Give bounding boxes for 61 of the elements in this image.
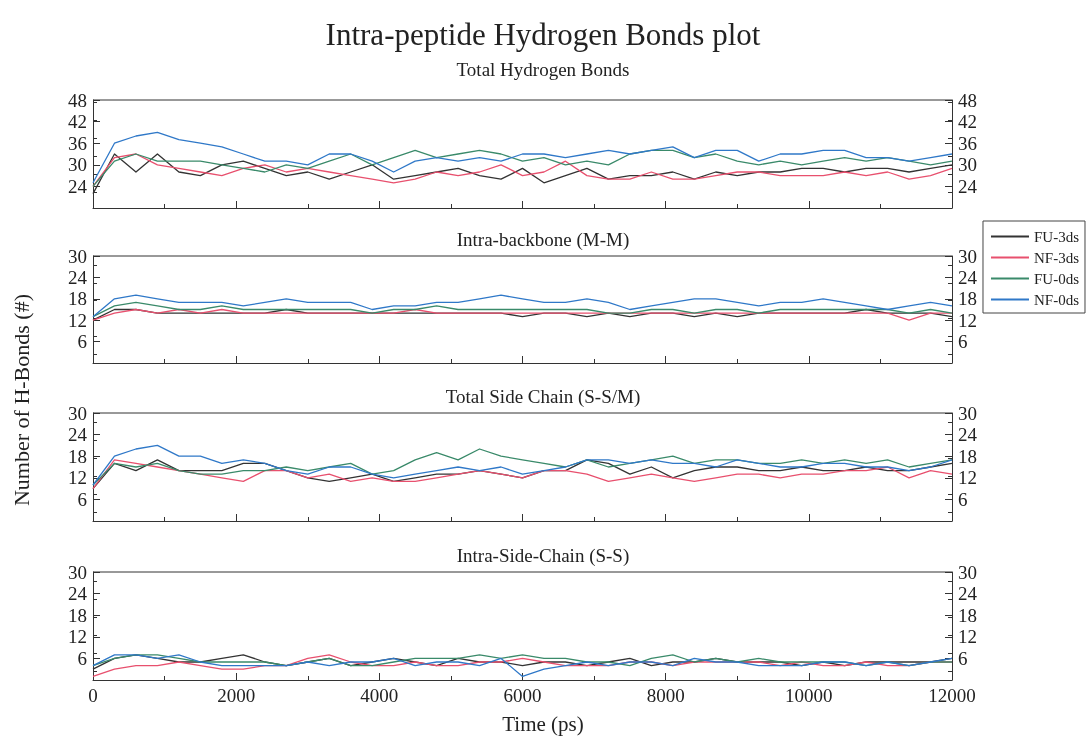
- y2-tick-label: 30: [958, 154, 977, 176]
- y-tick-label: 6: [77, 331, 87, 353]
- y-tick-label: 42: [68, 111, 87, 133]
- y-tick-label: 6: [77, 488, 87, 510]
- y2-tick-label: 6: [958, 331, 968, 353]
- x-tick-label: 2000: [217, 685, 256, 706]
- y2-tick-label: 12: [958, 626, 977, 648]
- y-tick-label: 30: [68, 245, 87, 267]
- y-tick-label: 12: [68, 309, 87, 331]
- y-tick-label: 36: [68, 132, 87, 154]
- y-tick-label: 24: [68, 266, 88, 288]
- y-tick-label: 12: [68, 626, 87, 648]
- x-tick-label: 0: [88, 685, 98, 706]
- y2-tick-label: 42: [958, 111, 977, 133]
- y-tick-label: 24: [68, 583, 88, 605]
- line-series: [92, 131, 953, 184]
- x-tick-label: 4000: [360, 685, 399, 706]
- y-tick-label: 18: [68, 604, 87, 626]
- y2-tick-label: 30: [958, 402, 977, 424]
- legend-label: FU-0ds: [1033, 270, 1080, 287]
- x-axis-title: Time (ps): [502, 711, 584, 736]
- y-tick-label: 18: [68, 445, 87, 467]
- chart-title: Total Side Chain (S-S/M): [445, 386, 641, 408]
- line-series: [92, 301, 953, 318]
- x-tick-label: 6000: [503, 685, 542, 706]
- y2-tick-label: 36: [958, 132, 977, 154]
- y2-tick-label: 18: [958, 604, 977, 626]
- chart-title: Intra-backbone (M-M): [456, 229, 630, 251]
- y-tick-label: 30: [68, 561, 87, 583]
- y2-tick-label: 12: [958, 467, 977, 489]
- x-tick-label: 12000: [928, 685, 976, 706]
- y2-tick-label: 6: [958, 647, 968, 669]
- y2-tick-label: 24: [958, 266, 978, 288]
- chart-title: Intra-Side-Chain (S-S): [456, 545, 630, 567]
- chart-title: Intra-peptide Hydrogen Bonds plot: [325, 17, 761, 52]
- y-tick-label: 12: [68, 467, 87, 489]
- y-tick-label: 24: [68, 424, 88, 446]
- y2-tick-label: 30: [958, 561, 977, 583]
- line-series: [92, 294, 953, 318]
- y-tick-label: 6: [77, 647, 87, 669]
- y-tick-label: 18: [68, 288, 87, 310]
- y-tick-label: 24: [68, 175, 88, 197]
- y2-tick-label: 24: [958, 175, 978, 197]
- y2-tick-label: 24: [958, 424, 978, 446]
- y-tick-label: 30: [68, 154, 87, 176]
- legend-label: NF-3ds: [1033, 249, 1080, 266]
- y2-tick-label: 6: [958, 488, 968, 510]
- legend-label: FU-3ds: [1033, 228, 1080, 245]
- y-tick-label: 48: [68, 89, 87, 111]
- x-tick-label: 10000: [785, 685, 833, 706]
- y2-tick-label: 30: [958, 245, 977, 267]
- y-tick-label: 30: [68, 402, 87, 424]
- chart-subtitle: Total Hydrogen Bonds: [456, 59, 630, 80]
- x-tick-label: 8000: [646, 685, 685, 706]
- y2-tick-label: 18: [958, 445, 977, 467]
- y2-tick-label: 24: [958, 583, 978, 605]
- y2-tick-label: 18: [958, 288, 977, 310]
- y2-tick-label: 12: [958, 309, 977, 331]
- y-axis-title: Number of H-Bonds (#): [9, 293, 35, 507]
- y2-tick-label: 48: [958, 89, 977, 111]
- legend-label: NF-0ds: [1033, 291, 1080, 308]
